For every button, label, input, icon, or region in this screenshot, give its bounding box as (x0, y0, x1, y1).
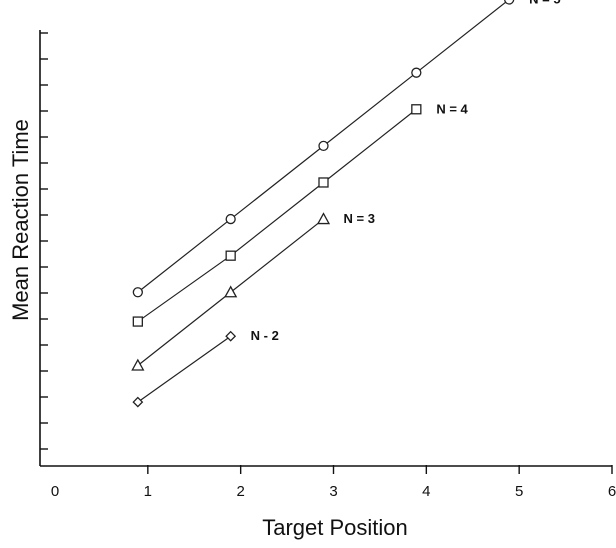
x-tick-label: 6 (608, 483, 616, 500)
x-tick-label: 3 (329, 483, 337, 500)
x-tick-label: 0 (51, 483, 59, 500)
series-name-label: N - 2 (251, 328, 279, 343)
series-name-label: N = 5 (529, 0, 560, 6)
series-0 (132, 0, 515, 298)
circle-marker (225, 213, 236, 225)
circle-marker (132, 287, 143, 298)
square-marker (411, 104, 422, 115)
series-3 (132, 330, 237, 408)
circle-marker (411, 67, 422, 78)
square-marker (225, 250, 236, 261)
square-marker (318, 177, 329, 188)
series-line (137, 108, 417, 323)
y-axis-label: Mean Reaction Time (8, 119, 33, 321)
x-ticks: 0 1 2 3 4 5 6 (51, 465, 616, 500)
series-line (137, 335, 232, 403)
triangle-marker (224, 285, 238, 298)
circle-marker (504, 0, 515, 5)
square-marker (132, 316, 143, 327)
x-tick-label: 4 (422, 483, 430, 500)
series-name-label: N = 4 (436, 101, 468, 116)
series-layer (131, 0, 515, 408)
x-tick-label: 5 (515, 483, 523, 500)
y-ticks (40, 32, 48, 450)
series-1 (132, 104, 422, 327)
x-tick-label: 1 (144, 483, 152, 500)
axes (39, 30, 612, 467)
triangle-marker (131, 358, 145, 371)
x-axis-label: Target Position (262, 515, 408, 540)
diamond-marker (132, 396, 144, 408)
series-name-label: N = 3 (344, 211, 375, 226)
triangle-marker (316, 212, 331, 225)
x-tick-label: 2 (236, 483, 244, 500)
series-labels: N = 5 N = 4 N = 3 N - 2 (251, 0, 561, 343)
circle-marker (318, 140, 329, 152)
diamond-marker (225, 330, 237, 342)
series-2 (131, 212, 331, 371)
